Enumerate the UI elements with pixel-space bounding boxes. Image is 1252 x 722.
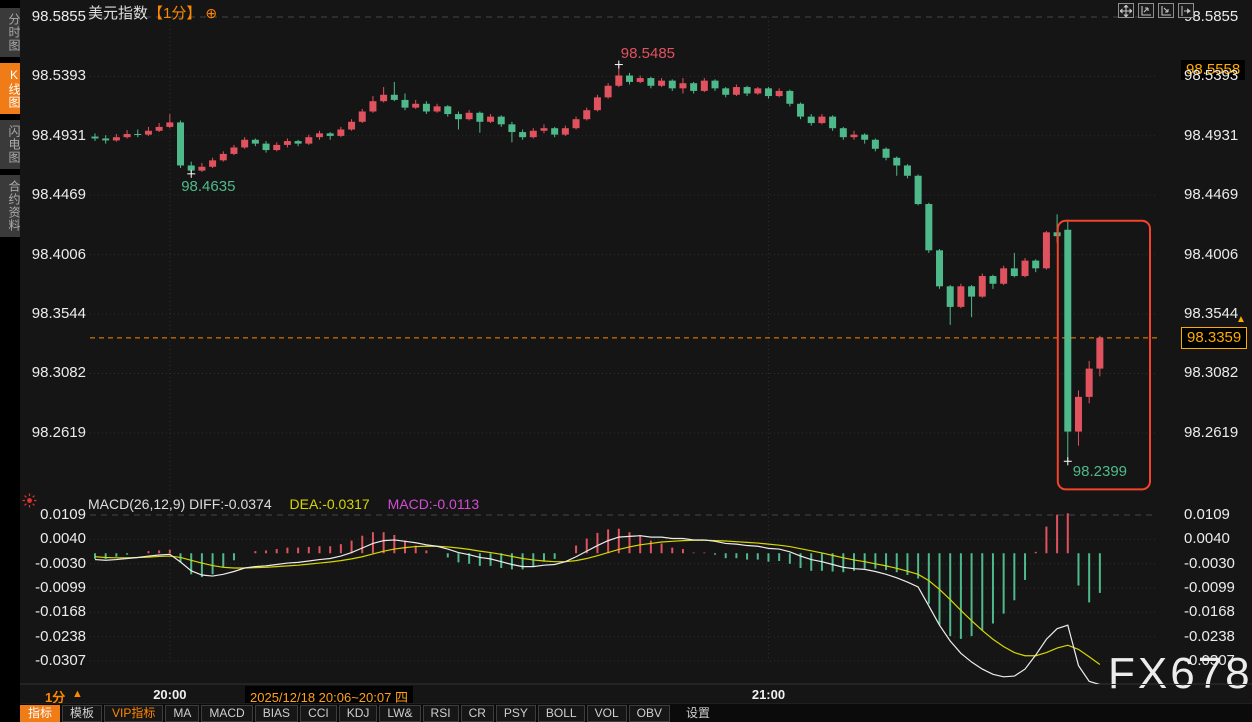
sidebar-tab-lightning[interactable]: 闪电图 (0, 120, 21, 169)
dea-line (94, 539, 1101, 665)
indicator-tab-zhibiao[interactable]: 指标 (20, 705, 61, 722)
chart-type-sidebar: 分时图 K线图闪电图合约资料 (0, 0, 21, 722)
indicator-tab-bar: 指标 模板 VIP指标 MA MACD BIAS CCI KDJ LW& RSI CR PSY BOLL… (20, 703, 1252, 722)
sidebar-tab-contract-info[interactable]: 合约资料 (0, 175, 21, 237)
indicator-tab-cr[interactable]: CR (460, 705, 494, 722)
interval-arrow-icon[interactable]: ▲ (72, 688, 83, 700)
circle-plus-icon[interactable]: ⊕ (205, 5, 218, 21)
interval-tag: 【1分】 (148, 5, 202, 22)
highlight-box (1056, 219, 1152, 491)
time-tick: 21:00 (751, 687, 786, 702)
time-tick: 20:00 (153, 687, 187, 702)
macd-value: MACD:-0.0113 (387, 496, 480, 512)
indicator-tab-shezhi[interactable]: 设置 (685, 706, 710, 720)
pan-icon[interactable] (1118, 3, 1134, 18)
indicator-tab-kdj[interactable]: KDJ (338, 705, 378, 722)
interval-selector[interactable]: 1分 (45, 690, 66, 705)
chart-title: 美元指数 (88, 5, 149, 22)
indicator-tab-vol[interactable]: VOL (586, 705, 627, 722)
time-axis-row: 1分 ▲ 2025/12/18 20:06~20:07 四 20:00 21:00 (20, 684, 1252, 707)
hover-range-info: 2025/12/18 20:06~20:07 四 (245, 686, 413, 707)
extreme-markers (187, 60, 1072, 466)
indicator-tab-ma[interactable]: MA (165, 705, 200, 722)
zoom-y-axis-icon[interactable] (1158, 3, 1174, 18)
zoom-x-axis-icon[interactable] (1138, 3, 1154, 18)
diff-line (94, 535, 1101, 686)
sidebar-tab-time-share[interactable]: 分时图 (0, 8, 21, 57)
indicator-tab-boll[interactable]: BOLL (537, 705, 585, 722)
indicator-tab-psy[interactable]: PSY (495, 705, 536, 722)
indicator-tab-moban[interactable]: 模板 (62, 705, 103, 722)
indicator-tab-cci[interactable]: CCI (300, 705, 337, 722)
indicator-tab-rsi[interactable]: RSI (422, 705, 459, 722)
macd-dea-value: DEA:-0.0317 (289, 496, 370, 512)
chart-toolbar (1118, 3, 1194, 18)
indicator-settings-icon[interactable] (22, 493, 37, 508)
indicator-tab-lw[interactable]: LW& (379, 705, 421, 722)
indicator-tab-obv[interactable]: OBV (628, 705, 670, 722)
indicator-tab-macd[interactable]: MACD (201, 705, 253, 722)
indicator-tab-vip-zhibiao[interactable]: VIP指标 (104, 705, 164, 722)
candlestick-series (91, 64, 1104, 462)
sidebar-tab-kline[interactable]: K线图 (0, 63, 21, 114)
chart-header: 美元指数【1分】 ⊕ (88, 2, 217, 23)
macd-indicator-header: MACD(26,12,9) DIFF:-0.0374 DEA:-0.0317 M… (88, 496, 479, 512)
indicator-tab-bias[interactable]: BIAS (254, 705, 299, 722)
macd-series (94, 513, 1101, 686)
shift-right-icon[interactable] (1178, 3, 1194, 18)
macd-diff-value: MACD(26,12,9) DIFF:-0.0374 (88, 496, 272, 512)
